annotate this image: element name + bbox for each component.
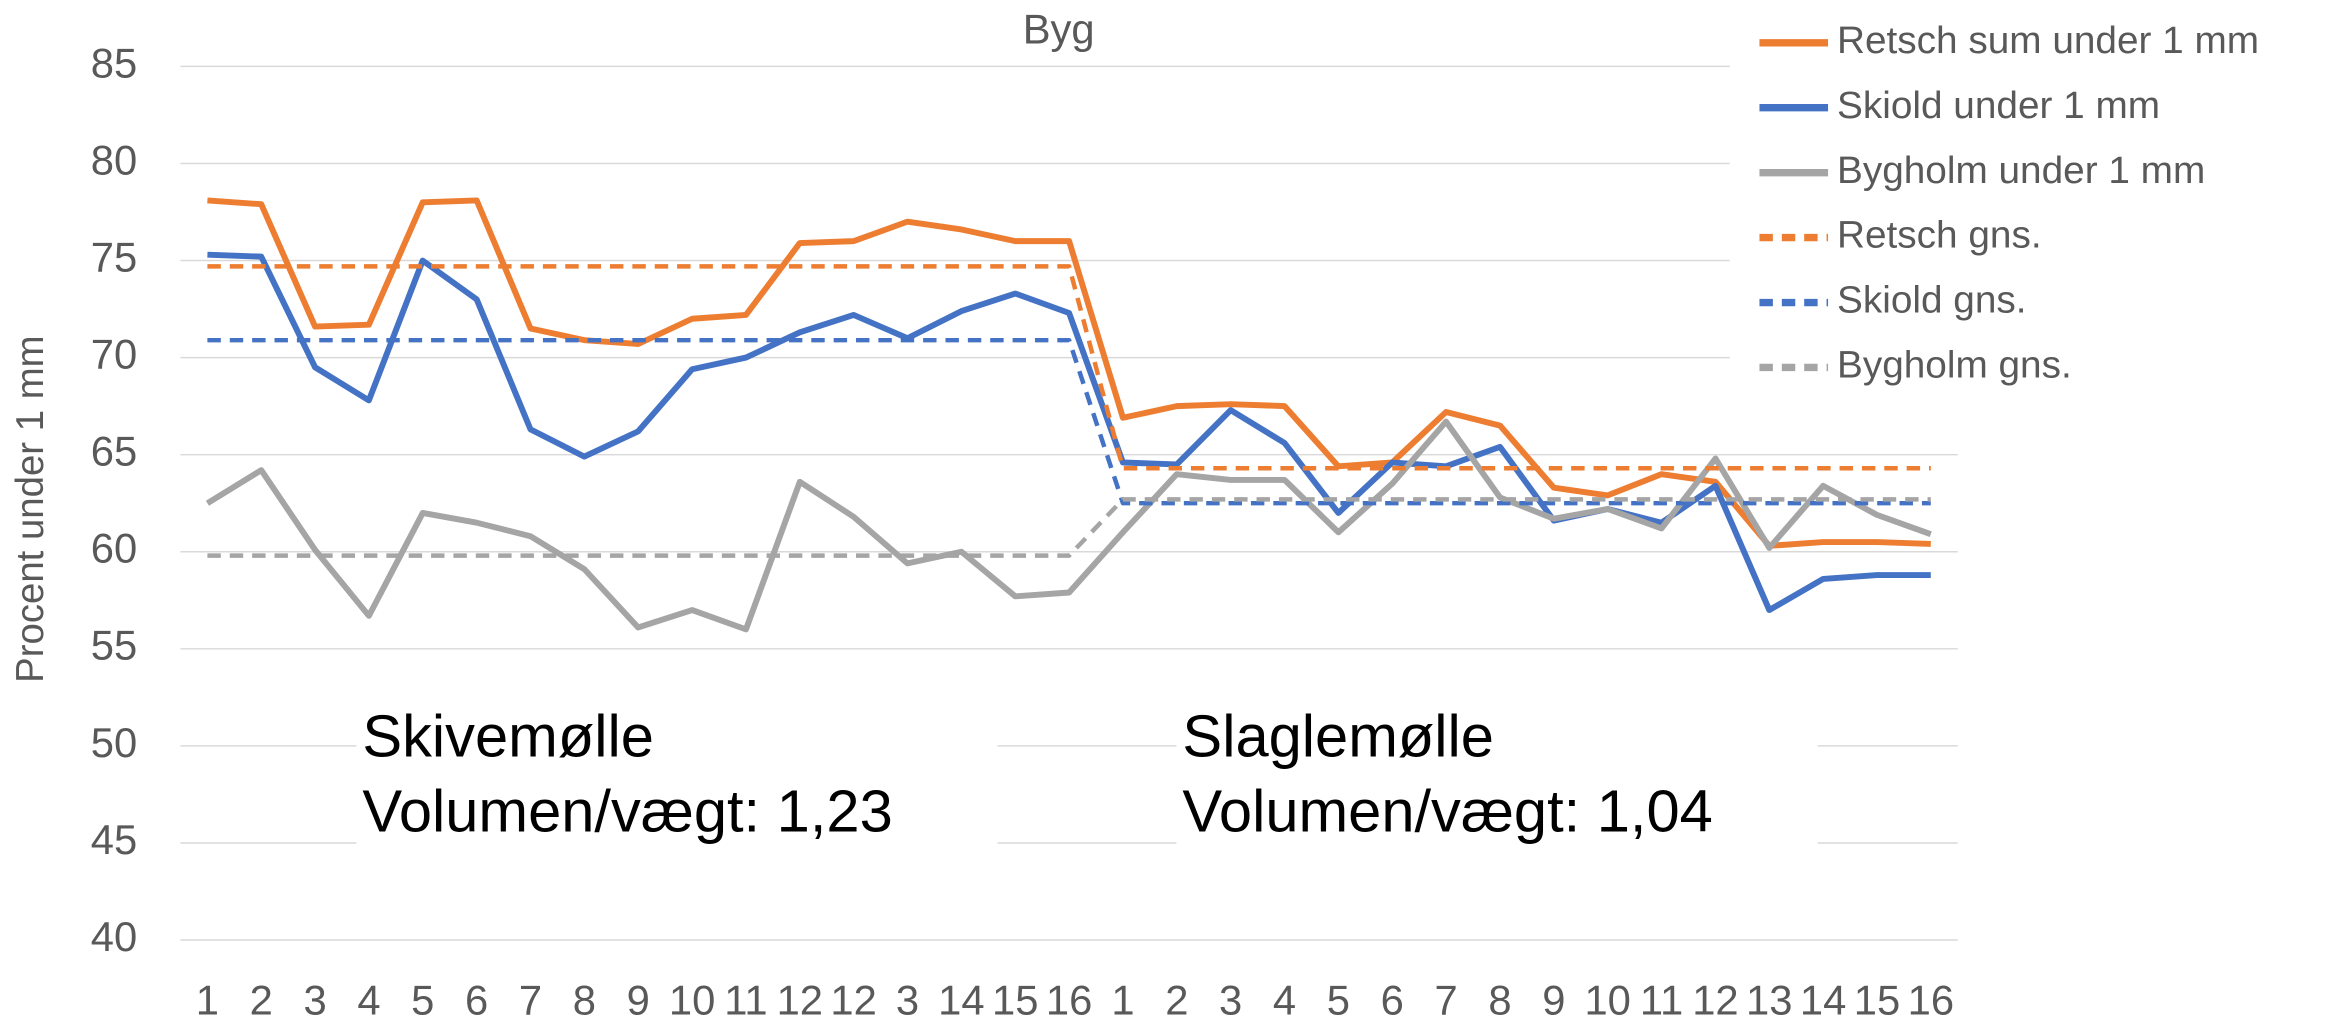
series-line bbox=[207, 264, 1931, 471]
x-tick-label: 9 bbox=[627, 977, 650, 1024]
x-tick-label: 4 bbox=[1273, 977, 1296, 1024]
x-tick-label: 6 bbox=[1381, 977, 1404, 1024]
legend-label: Bygholm gns. bbox=[1837, 344, 2072, 387]
x-tick-label: 8 bbox=[573, 977, 596, 1024]
legend-label: Skiold under 1 mm bbox=[1837, 84, 2160, 127]
x-tick-label: 10 bbox=[1584, 977, 1630, 1024]
x-tick-label: 15 bbox=[992, 977, 1038, 1024]
annotation: Volumen/vægt: 1,23 bbox=[362, 778, 892, 845]
y-tick-label: 80 bbox=[91, 137, 137, 184]
y-tick-label: 45 bbox=[91, 816, 137, 863]
x-tick-label: 13 bbox=[1746, 977, 1792, 1024]
x-tick-label: 14 bbox=[1800, 977, 1846, 1024]
x-tick-label: 8 bbox=[1488, 977, 1511, 1024]
x-tick-label: 16 bbox=[1046, 977, 1092, 1024]
series-line bbox=[205, 418, 1932, 633]
y-tick-label: 65 bbox=[91, 428, 137, 475]
x-tick-label: 2 bbox=[250, 977, 273, 1024]
x-tick-label: 6 bbox=[465, 977, 488, 1024]
y-tick-label: 60 bbox=[91, 525, 137, 572]
x-tick-label: 1 bbox=[1111, 977, 1134, 1024]
annotation: Slaglemølle bbox=[1182, 703, 1494, 770]
x-tick-label: 12 bbox=[777, 977, 823, 1024]
x-tick-label: 11 bbox=[1640, 977, 1683, 1024]
y-axis-label: Procent under 1 mm bbox=[9, 335, 52, 682]
series-line bbox=[207, 197, 1931, 549]
y-tick-label: 50 bbox=[91, 719, 137, 766]
annotation: Volumen/vægt: 1,04 bbox=[1182, 778, 1712, 845]
x-tick-label: 1 bbox=[196, 977, 219, 1024]
x-tick-label: 12 bbox=[830, 977, 876, 1024]
x-tick-label: 7 bbox=[1435, 977, 1458, 1024]
annotation: Skivemølle bbox=[362, 703, 654, 770]
y-tick-label: 75 bbox=[91, 234, 137, 281]
legend-label: Retsch gns. bbox=[1837, 214, 2042, 257]
y-tick-label: 40 bbox=[91, 913, 137, 960]
legend-label: Bygholm under 1 mm bbox=[1837, 149, 2205, 192]
x-tick-label: 10 bbox=[669, 977, 715, 1024]
series-line bbox=[207, 497, 1931, 558]
x-tick-label: 9 bbox=[1542, 977, 1565, 1024]
series-line bbox=[207, 251, 1931, 614]
x-tick-label: 3 bbox=[896, 977, 919, 1024]
legend-bg bbox=[1729, 0, 2338, 402]
chart-title: Byg bbox=[1023, 6, 1095, 53]
x-tick-label: 5 bbox=[1327, 977, 1350, 1024]
x-tick-label: 7 bbox=[519, 977, 542, 1024]
x-tick-label: 15 bbox=[1854, 977, 1900, 1024]
x-tick-label: 4 bbox=[357, 977, 380, 1024]
annotation-bg bbox=[356, 705, 998, 848]
legend-label: Retsch sum under 1 mm bbox=[1837, 19, 2259, 62]
y-tick-label: 70 bbox=[91, 331, 137, 378]
x-tick-label: 12 bbox=[1692, 977, 1738, 1024]
x-tick-label: 16 bbox=[1908, 977, 1954, 1024]
y-tick-label: 85 bbox=[91, 40, 137, 87]
x-tick-label: 3 bbox=[303, 977, 326, 1024]
x-tick-label: 3 bbox=[1219, 977, 1242, 1024]
x-tick-label: 11 bbox=[724, 977, 767, 1024]
x-tick-label: 2 bbox=[1165, 977, 1188, 1024]
legend-label: Skiold gns. bbox=[1837, 279, 2027, 322]
series-line bbox=[207, 337, 1931, 506]
x-tick-label: 14 bbox=[938, 977, 984, 1024]
x-tick-label: 5 bbox=[411, 977, 434, 1024]
annotation-bg bbox=[1176, 705, 1818, 848]
y-tick-label: 55 bbox=[91, 622, 137, 669]
